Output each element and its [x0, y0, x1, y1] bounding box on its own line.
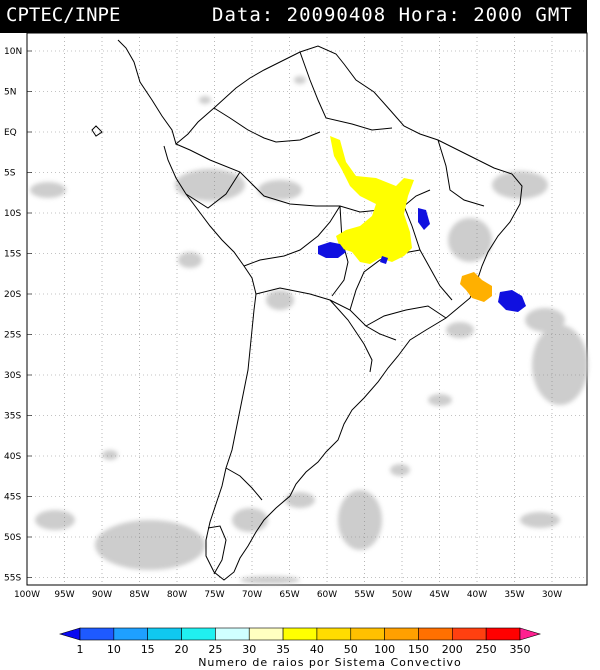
lat-tick-label: 55S: [4, 574, 21, 584]
lat-tick-label: 45S: [4, 493, 21, 503]
lon-tick-label: 50W: [392, 590, 412, 600]
colorbar-segment: [58, 627, 81, 641]
lon-tick-label: 60W: [317, 590, 337, 600]
colorbar-tick-label: 30: [242, 643, 256, 656]
colorbar-tick-label: 1: [77, 643, 84, 656]
convective-system-orange: [460, 272, 492, 302]
convective-systems: [318, 136, 526, 312]
lat-tick-label: 15S: [4, 250, 21, 260]
colorbar-tick-label: 20: [175, 643, 189, 656]
colorbar-tick-label: 50: [344, 643, 358, 656]
convective-system-blue-west: [318, 242, 346, 258]
colorbar-title: Numero de raios por Sistema Convectivo: [198, 656, 462, 669]
lon-tick-label: 30W: [542, 590, 562, 600]
lat-tick-label: 20S: [4, 290, 21, 300]
convective-system-blue-small: [380, 256, 388, 264]
colorbar-segment: [79, 627, 115, 641]
lon-tick-label: 85W: [129, 590, 149, 600]
lat-tick-label: 50S: [4, 533, 21, 543]
colorbar-tick-label: 100: [374, 643, 395, 656]
lat-tick-label: 5N: [4, 88, 16, 98]
colorbar-segment: [418, 627, 453, 641]
colorbar-tick-label: 350: [510, 643, 531, 656]
lon-tick-label: 55W: [354, 590, 374, 600]
colorbar-tick-label: 40: [310, 643, 324, 656]
colorbar-tick-label: 15: [141, 643, 155, 656]
colorbar-segment: [316, 627, 352, 641]
cloud-cover: [30, 76, 588, 584]
lon-tick-label: 75W: [204, 590, 224, 600]
lon-tick-label: 95W: [54, 590, 74, 600]
lat-tick-label: 40S: [4, 452, 21, 462]
colorbar-segment: [147, 627, 182, 641]
lat-tick-label: 30S: [4, 371, 21, 381]
colorbar-tick-label: 25: [208, 643, 222, 656]
colorbar-segment: [282, 627, 318, 641]
colorbar-segment: [485, 627, 521, 641]
latitude-labels: 10N 5N EQ 5S 10S 15S 20S 25S 30S 35S 40S 45S 50S 55S: [4, 47, 22, 584]
colorbar-segment: [248, 627, 284, 641]
colorbar-segment: [384, 627, 419, 641]
colorbar-labels: 1 10 15 20 25 30 35 40 50 100 150 200 250 350: [77, 643, 531, 656]
colorbar-tick-label: 150: [408, 643, 429, 656]
colorbar-tick-label: 35: [276, 643, 290, 656]
lon-tick-label: 40W: [467, 590, 487, 600]
lat-tick-label: 25S: [4, 331, 21, 341]
colorbar-segment: [452, 627, 487, 641]
colorbar-segment: [215, 627, 250, 641]
header-date-time: Data: 20090408 Hora: 2000 GMT: [212, 4, 573, 26]
convective-system-blue-central: [418, 208, 430, 230]
colorbar-tick-label: 200: [442, 643, 463, 656]
convective-system-blue-east: [498, 290, 526, 312]
colorbar-tick-label: 10: [107, 643, 121, 656]
lat-tick-label: 5S: [4, 169, 16, 179]
lon-tick-label: 90W: [92, 590, 112, 600]
colorbar-segment: [350, 627, 385, 641]
lat-lon-grid: [27, 33, 587, 585]
colorbar: [58, 627, 542, 641]
lon-tick-label: 80W: [167, 590, 187, 600]
lon-tick-label: 100W: [14, 590, 40, 600]
lat-tick-label: EQ: [4, 128, 17, 138]
lat-tick-label: 10N: [4, 47, 22, 57]
lat-tick-label: 10S: [4, 209, 21, 219]
lon-tick-label: 45W: [429, 590, 449, 600]
convective-system-yellow: [330, 136, 414, 264]
colorbar-segment: [519, 627, 542, 641]
map-header: CPTEC/INPE Data: 20090408 Hora: 2000 GMT: [0, 0, 587, 33]
header-source: CPTEC/INPE: [6, 4, 121, 26]
lon-tick-label: 35W: [504, 590, 524, 600]
longitude-labels: 100W 95W 90W 85W 80W 75W 70W 65W 60W 55W 50W 45W 40W…: [14, 590, 562, 600]
lon-tick-label: 65W: [279, 590, 299, 600]
colorbar-tick-label: 250: [476, 643, 497, 656]
colorbar-segment: [181, 627, 216, 641]
colorbar-segment: [113, 627, 148, 641]
lon-tick-label: 70W: [242, 590, 262, 600]
lat-tick-label: 35S: [4, 412, 21, 422]
